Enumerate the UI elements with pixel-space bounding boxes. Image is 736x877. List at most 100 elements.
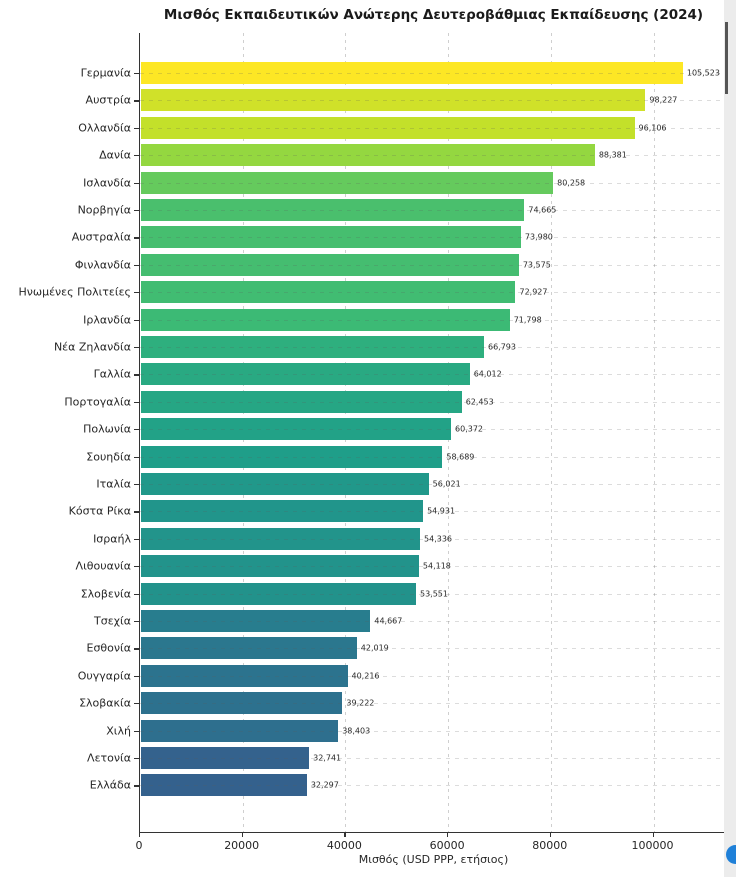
gridline-horizontal (140, 210, 728, 211)
country-label: Αυστρία (85, 93, 131, 107)
gridline-horizontal (140, 675, 728, 677)
country-label: Νορβηγία (77, 203, 131, 217)
gridline-horizontal (140, 155, 728, 157)
country-label: Εσθονία (86, 641, 132, 655)
gridline-horizontal (140, 319, 728, 321)
bar (141, 171, 554, 194)
bar-value-label: 54,118 (422, 561, 451, 571)
y-tick (134, 511, 139, 513)
gridline-vertical (653, 33, 655, 832)
bar-value-label: 64,012 (473, 369, 502, 379)
gridline-horizontal (140, 730, 728, 732)
bar-value-label: 80,258 (557, 178, 586, 188)
gridline-horizontal (140, 182, 728, 184)
bar (141, 692, 343, 715)
y-tick (134, 456, 139, 458)
bar-value-label: 105,523 (686, 68, 720, 78)
bar-value-label: 71,798 (513, 315, 542, 325)
gridline-horizontal (140, 127, 728, 129)
bar (141, 281, 516, 304)
x-tick-label: 20000 (224, 839, 260, 852)
country-label: Τσεχία (94, 614, 131, 628)
country-label: Αυστραλία (71, 230, 131, 244)
y-tick (134, 484, 139, 486)
x-tick-label: 0 (135, 839, 143, 852)
y-tick (134, 127, 139, 129)
x-axis-title: Μισθός (USD PPP, ετήσιος) (358, 853, 509, 866)
bar-value-label: 73,980 (524, 232, 553, 242)
bar (141, 336, 484, 358)
bar (141, 308, 510, 331)
chart-title: Μισθός Εκπαιδευτικών Ανώτερης Δευτεροβάθ… (163, 7, 704, 23)
bar (141, 582, 416, 605)
y-tick (134, 73, 139, 75)
country-label: Ουγγαρία (77, 669, 131, 683)
country-label: Δανία (99, 148, 131, 162)
gridline-horizontal (140, 511, 728, 513)
gridline-horizontal (140, 374, 728, 376)
bar-value-label: 32,297 (310, 780, 339, 790)
y-tick (134, 264, 139, 266)
bar (141, 116, 635, 139)
y-tick (134, 785, 139, 787)
country-label: Ιταλία (96, 477, 131, 491)
country-label: Ολλανδία (78, 121, 131, 135)
scrollbar-track[interactable] (724, 0, 736, 877)
bar (141, 500, 424, 523)
bar-value-label: 74,665 (528, 205, 557, 215)
y-tick (134, 182, 139, 184)
y-tick (134, 703, 139, 705)
bar-value-label: 42,019 (360, 643, 389, 653)
country-label: Σλοβακία (79, 696, 131, 710)
gridline-horizontal (140, 264, 728, 266)
x-tick (652, 833, 654, 837)
country-label: Χιλή (106, 724, 131, 738)
country-label: Πολωνία (83, 422, 131, 436)
bar-value-label: 72,927 (519, 287, 548, 297)
bar (141, 664, 348, 687)
y-tick (134, 319, 139, 321)
gridline-horizontal (140, 484, 728, 485)
bar-value-label: 88,381 (598, 150, 627, 160)
country-label: Σουηδία (86, 450, 131, 464)
scrollbar-thumb[interactable] (725, 22, 728, 94)
bar (141, 363, 470, 386)
x-tick (549, 833, 551, 837)
y-tick (134, 429, 139, 431)
y-tick (134, 566, 139, 568)
y-tick (134, 210, 139, 212)
x-tick-label: 80000 (532, 839, 568, 852)
bar-value-label: 40,216 (351, 671, 380, 681)
gridline-horizontal (140, 347, 728, 348)
gridline-horizontal (140, 401, 728, 403)
country-label: Ισραήλ (93, 532, 131, 546)
bar-value-label: 44,667 (374, 616, 403, 626)
floating-action-button[interactable] (726, 845, 736, 864)
bar-value-label: 58,689 (446, 452, 475, 462)
country-label: Ηνωμένες Πολιτείες (18, 285, 131, 299)
bar-value-label: 56,021 (432, 479, 461, 489)
gridline-vertical (550, 33, 552, 832)
x-tick-label: 60000 (429, 839, 465, 852)
y-tick (134, 593, 139, 595)
gridline-horizontal (140, 593, 728, 595)
bar (141, 226, 521, 249)
x-tick-label: 40000 (326, 839, 362, 852)
x-tick (447, 833, 449, 837)
country-label: Νέα Ζηλανδία (53, 340, 131, 354)
bar (141, 473, 429, 495)
x-tick (241, 833, 243, 837)
gridline-horizontal (140, 237, 728, 239)
country-label: Πορτογαλία (64, 395, 131, 409)
y-tick (134, 758, 139, 760)
bar-value-label: 53,551 (419, 589, 448, 599)
gridline-horizontal (140, 456, 728, 458)
y-tick (134, 648, 139, 650)
bar (141, 390, 462, 413)
bar-value-label: 98,227 (649, 95, 678, 105)
gridline-horizontal (140, 100, 728, 102)
bar-value-label: 39,222 (346, 698, 375, 708)
bar-value-label: 73,575 (522, 260, 551, 270)
bar (141, 62, 683, 84)
y-tick (134, 100, 139, 102)
